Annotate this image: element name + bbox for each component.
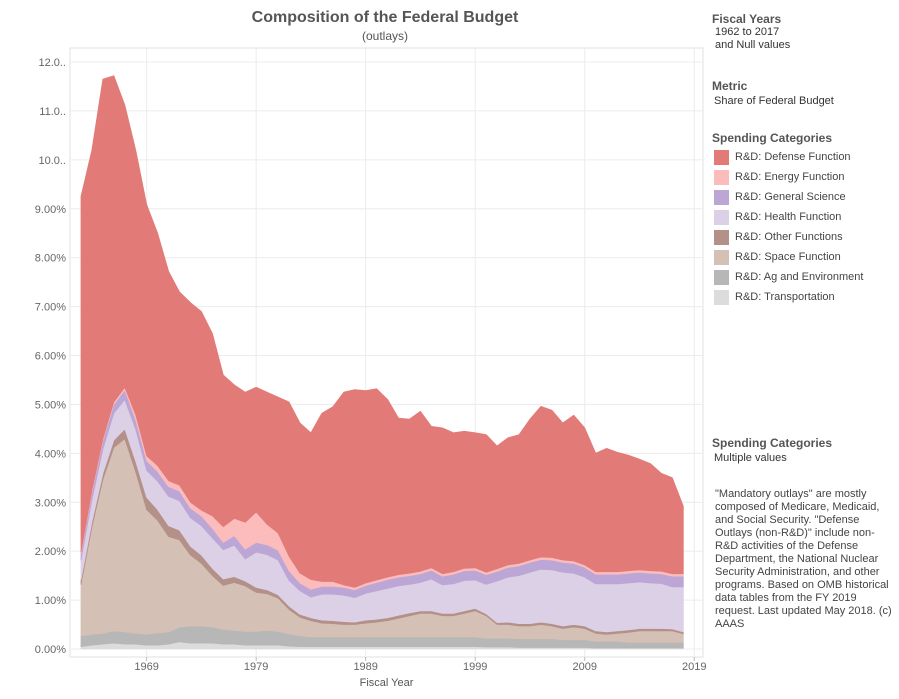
legend-item[interactable]: R&D: Space Function <box>712 247 892 267</box>
x-tick-label: 1999 <box>463 661 487 673</box>
legend-label: R&D: Space Function <box>735 251 841 263</box>
y-tick-label: 0.00% <box>35 644 66 656</box>
legend-item[interactable]: R&D: Transportation <box>712 287 892 307</box>
legend-item[interactable]: R&D: Defense Function <box>712 147 892 167</box>
legend-label: R&D: Defense Function <box>735 151 851 163</box>
metric-value: Share of Federal Budget <box>714 95 834 107</box>
category-filter-title: Spending Categories <box>712 436 833 450</box>
legend-label: R&D: Health Function <box>735 211 842 223</box>
y-tick-label: 9.00% <box>35 204 66 216</box>
y-tick-label: 3.00% <box>35 497 66 509</box>
metric-filter[interactable]: Metric Share of Federal Budget <box>712 79 892 108</box>
y-tick-label: 8.00% <box>35 253 66 265</box>
chart-subtitle: (outlays) <box>361 29 408 43</box>
fiscal-years-null: and Null values <box>715 39 791 51</box>
legend-item[interactable]: R&D: General Science <box>712 187 892 207</box>
legend-swatch <box>714 209 729 225</box>
x-tick-label: 1979 <box>244 661 268 673</box>
legend-swatch <box>714 189 729 205</box>
legend-item[interactable]: R&D: Health Function <box>712 207 892 227</box>
y-tick-label: 7.00% <box>35 302 66 314</box>
legend: Spending Categories R&D: Defense Functio… <box>712 131 892 307</box>
y-tick-label: 5.00% <box>35 399 66 411</box>
category-filter-value: Multiple values <box>714 452 787 464</box>
footnote: "Mandatory outlays" are mostly composed … <box>715 488 892 630</box>
plot-frame <box>69 47 704 658</box>
y-tick-label: 12.0.. <box>38 57 66 69</box>
legend-item[interactable]: R&D: Other Functions <box>712 227 892 247</box>
legend-swatch <box>714 249 729 265</box>
area-defense-function[interactable] <box>80 75 684 588</box>
fiscal-years-range: 1962 to 2017 <box>715 26 780 38</box>
legend-label: R&D: Ag and Environment <box>735 271 864 283</box>
legend-label: R&D: Other Functions <box>735 231 843 243</box>
y-tick-label: 4.00% <box>35 448 66 460</box>
y-tick-label: 10.0.. <box>38 155 66 167</box>
fiscal-years-title: Fiscal Years <box>712 12 782 26</box>
legend-label: R&D: Energy Function <box>735 171 845 183</box>
legend-swatch <box>714 269 729 285</box>
legend-swatch <box>714 229 729 245</box>
legend-label: R&D: General Science <box>735 191 846 203</box>
legend-label: R&D: Transportation <box>735 291 835 303</box>
legend-title: Spending Categories <box>712 131 833 145</box>
y-tick-label: 6.00% <box>35 351 66 363</box>
x-tick-label: 1969 <box>134 661 158 673</box>
legend-swatch <box>714 289 729 305</box>
legend-swatch <box>714 169 729 185</box>
legend-item[interactable]: R&D: Ag and Environment <box>712 267 892 287</box>
x-tick-label: 1989 <box>353 661 377 673</box>
x-tick-label: 2019 <box>682 661 706 673</box>
x-tick-label: 2009 <box>572 661 596 673</box>
chart-title: Composition of the Federal Budget <box>251 9 519 26</box>
legend-swatch <box>714 149 729 165</box>
x-axis-title: Fiscal Year <box>360 677 414 689</box>
y-tick-label: 2.00% <box>35 546 66 558</box>
metric-title: Metric <box>712 79 748 93</box>
y-tick-label: 1.00% <box>35 595 66 607</box>
y-tick-label: 11.0.. <box>39 106 66 118</box>
category-filter[interactable]: Spending Categories Multiple values <box>712 436 892 465</box>
legend-item[interactable]: R&D: Energy Function <box>712 167 892 187</box>
fiscal-years-filter[interactable]: Fiscal Years 1962 to 2017 and Null value… <box>712 12 892 52</box>
